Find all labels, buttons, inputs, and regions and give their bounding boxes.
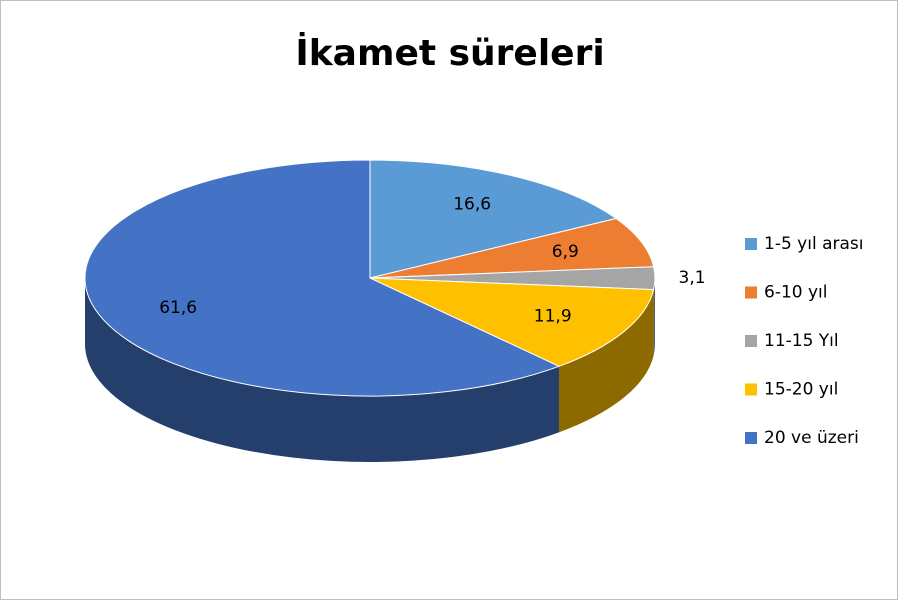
legend-swatch bbox=[745, 335, 757, 347]
legend-swatch bbox=[745, 238, 757, 250]
pie-slice bbox=[369, 159, 618, 279]
legend-label: 15-20 yıl bbox=[764, 380, 838, 400]
pie-side bbox=[84, 278, 559, 463]
pie-side bbox=[653, 278, 655, 356]
data-label: 61,6 bbox=[159, 298, 197, 318]
data-label: 3,1 bbox=[679, 268, 706, 288]
legend-label: 6-10 yıl bbox=[764, 283, 828, 303]
legend-label: 11-15 Yıl bbox=[764, 331, 839, 351]
legend-swatch bbox=[745, 286, 757, 299]
data-label: 11,9 bbox=[534, 307, 572, 327]
legend-label: 1-5 yıl arası bbox=[764, 234, 864, 254]
legend-swatch bbox=[745, 383, 757, 396]
pie-slice bbox=[84, 159, 561, 397]
pie-slice bbox=[369, 277, 655, 367]
pie-side bbox=[558, 289, 654, 433]
data-label: 6,9 bbox=[552, 242, 579, 262]
chart-title: İkamet süreleri bbox=[295, 32, 604, 74]
pie-slice bbox=[369, 217, 655, 279]
legend-label: 20 ve üzeri bbox=[764, 428, 859, 448]
data-label: 16,6 bbox=[453, 194, 491, 214]
legend-swatch bbox=[745, 432, 757, 444]
